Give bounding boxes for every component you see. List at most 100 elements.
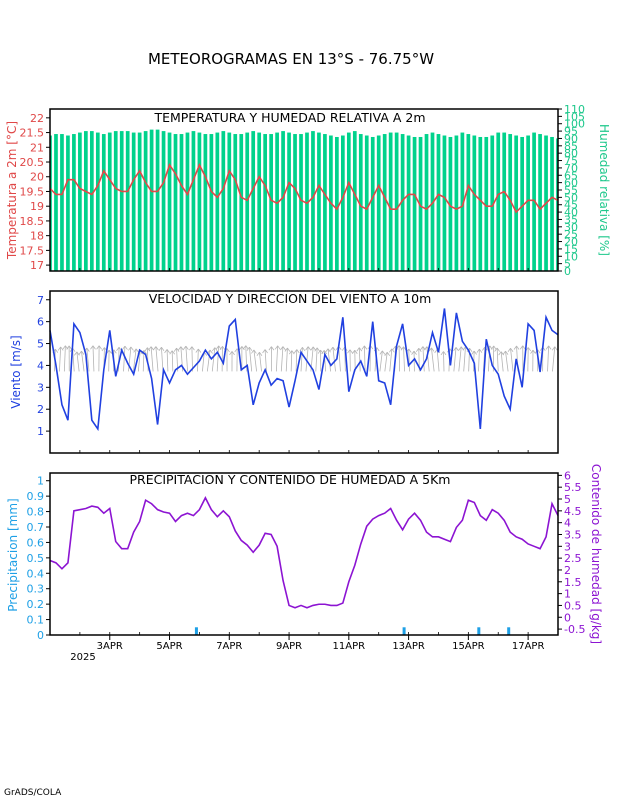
wind-arrow — [86, 347, 90, 372]
humidity-tick-label: 55 — [564, 184, 578, 197]
precipitation-tick-label: 0.4 — [27, 567, 45, 580]
humidity-bar — [556, 138, 558, 271]
wind-arrow-head — [74, 351, 78, 356]
wind-arrow-head — [493, 345, 497, 350]
x-tick-label: 17APR — [512, 641, 545, 652]
temperature-tick-label: 22 — [30, 112, 44, 125]
wind-arrow — [422, 346, 425, 372]
wind-arrow-head — [153, 346, 157, 351]
wind-arrow-head — [490, 345, 495, 350]
humidity-bar — [430, 132, 435, 271]
humidity-tick-label: 105 — [564, 110, 585, 123]
wind-arrow — [59, 346, 62, 372]
wind-arrow-head — [251, 349, 255, 354]
wind-arrow — [123, 346, 126, 372]
humidity-bar — [101, 134, 106, 271]
wind-arrow — [295, 349, 298, 372]
wind-arrow-head — [545, 345, 549, 350]
wind-arrow-head — [341, 346, 345, 351]
humidity-tick-label: 35 — [564, 213, 578, 226]
wind-arrow-head — [440, 351, 444, 356]
panel-temperature-humidity: TEMPERATURA Y HUMEDAD RELATIVA A 2m 1717… — [5, 103, 611, 278]
humidity-tick-label: 15 — [564, 243, 578, 256]
humidity-bar — [442, 135, 447, 271]
humidity-bar — [502, 132, 507, 271]
wind-arrow-head — [296, 349, 300, 354]
wind-arrow-head — [262, 349, 266, 354]
wind-arrow-head — [431, 347, 435, 352]
panel-2-title: VELOCIDAD Y DIRECCION DEL VIENTO A 10m — [149, 291, 432, 306]
temperature-tick-label: 21.5 — [20, 127, 45, 140]
humidity-tick-label: 40 — [564, 206, 578, 219]
figure-title: METEOROGRAMAS EN 13°S - 76.75°W — [148, 50, 434, 68]
humidity-bar — [490, 135, 495, 271]
humidity-tick-label: 60 — [564, 177, 578, 190]
wind-arrow — [76, 351, 80, 372]
wind-arrow-head — [284, 347, 288, 352]
humidity-bar — [454, 135, 459, 271]
wind-arrow-head — [195, 348, 199, 353]
wind-arrow-head — [214, 347, 218, 352]
humidity-tick-label: 80 — [564, 147, 578, 160]
wind-arrow-head — [253, 349, 257, 354]
humidity-tick-label: 100 — [564, 118, 585, 131]
precipitation-tick-label: 0.7 — [27, 521, 45, 534]
humidity-bar — [221, 131, 226, 271]
wind-arrow — [202, 352, 205, 372]
wind-arrow-head — [133, 348, 137, 353]
humidity-bar — [424, 134, 429, 271]
wind-arrow-head — [219, 346, 223, 351]
wind-arrow-head — [513, 345, 517, 350]
wind-arrow-head — [246, 346, 250, 351]
precipitation-axis-label: Precipitacion [mm] — [6, 498, 20, 611]
humidity-bar — [514, 135, 519, 271]
wind-arrow-head — [386, 352, 391, 357]
wind-arrow-head — [527, 347, 532, 352]
precipitation-tick-label: 0 — [37, 629, 44, 642]
humidity-bar — [239, 134, 244, 271]
moisture-tick-label: 0.5 — [564, 599, 582, 612]
wind-arrow-head — [268, 346, 272, 351]
wind-arrow — [384, 352, 388, 372]
wind-arrow — [259, 352, 262, 372]
panel-3-title: PRECIPITACION Y CONTENIDO DE HUMEDAD A 5… — [129, 472, 450, 487]
wind-arrow-head — [358, 347, 363, 352]
wind-arrow-head — [81, 350, 85, 355]
moisture-tick-label: 4 — [564, 517, 571, 530]
temperature-tick-label: 19 — [30, 200, 44, 213]
precipitation-tick-label: 0.8 — [27, 506, 45, 519]
temperature-tick-label: 18 — [30, 230, 44, 243]
wind-tick-label: 6 — [37, 316, 44, 329]
humidity-tick-label: 90 — [564, 132, 578, 145]
humidity-bar — [472, 135, 477, 271]
wind-arrow-head — [316, 347, 320, 352]
wind-arrow — [408, 348, 410, 372]
wind-arrow — [552, 346, 556, 372]
wind-arrow-head — [400, 346, 404, 351]
wind-arrow-head — [256, 352, 260, 357]
humidity-bar — [173, 134, 178, 271]
wind-arrow-head — [161, 347, 165, 352]
wind-arrow-head — [176, 347, 180, 352]
moisture-tick-label: 0 — [564, 611, 571, 624]
wind-arrow-head — [144, 347, 148, 352]
panel-wind: VELOCIDAD Y DIRECCION DEL VIENTO A 10m 1… — [9, 290, 559, 454]
precipitation-bar — [477, 627, 481, 635]
wind-arrow — [315, 347, 318, 372]
wind-arrow-head — [382, 350, 386, 355]
humidity-bar — [346, 132, 351, 271]
humidity-bar — [496, 132, 501, 271]
humidity-bar — [550, 136, 554, 271]
humidity-bar — [185, 132, 190, 271]
humidity-bar — [155, 129, 160, 271]
wind-arrow-head — [434, 349, 438, 354]
wind-arrow-head — [510, 348, 514, 353]
precipitation-bars — [194, 627, 511, 635]
wind-arrow — [426, 346, 430, 372]
wind-arrow-head — [291, 350, 295, 355]
wind-tick-label: 7 — [37, 294, 44, 307]
moisture-tick-label: 3.5 — [564, 528, 582, 541]
wind-arrow-head — [116, 346, 120, 351]
precipitation-bar — [194, 627, 198, 635]
precipitation-tick-label: 0.2 — [27, 598, 45, 611]
